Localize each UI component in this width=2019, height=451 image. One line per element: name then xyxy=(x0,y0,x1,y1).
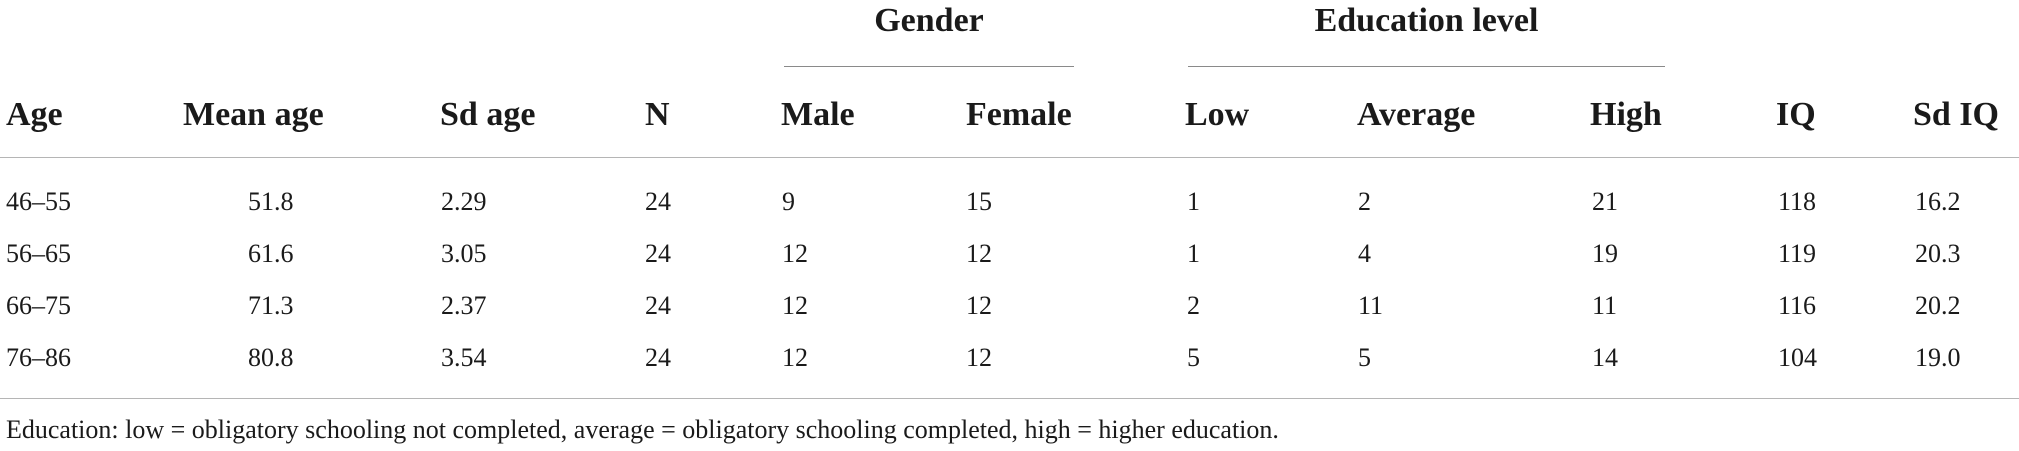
cell-n: 24 xyxy=(645,343,671,372)
group-rule-education xyxy=(1188,66,1665,67)
cell-n: 24 xyxy=(645,187,671,216)
cell-mean-age: 51.8 xyxy=(248,187,294,216)
cell-age: 76–86 xyxy=(6,343,71,372)
cell-sd-age: 2.29 xyxy=(441,187,487,216)
cell-low: 1 xyxy=(1187,239,1200,268)
header-high: High xyxy=(1590,96,1662,133)
cell-average: 5 xyxy=(1358,343,1371,372)
cell-high: 11 xyxy=(1592,291,1618,320)
cell-age: 56–65 xyxy=(6,239,71,268)
cell-high: 21 xyxy=(1592,187,1618,216)
header-male: Male xyxy=(781,96,855,133)
cell-female: 12 xyxy=(966,343,992,372)
header-iq: IQ xyxy=(1776,96,1816,133)
header-n: N xyxy=(645,96,670,133)
cell-average: 4 xyxy=(1358,239,1371,268)
table-footnote: Education: low = obligatory schooling no… xyxy=(6,415,1279,444)
header-age: Age xyxy=(6,96,63,133)
cell-sd-age: 3.54 xyxy=(441,343,487,372)
cell-female: 15 xyxy=(966,187,992,216)
header-rule xyxy=(0,157,2019,158)
cell-average: 11 xyxy=(1358,291,1384,320)
cell-low: 1 xyxy=(1187,187,1200,216)
cell-mean-age: 71.3 xyxy=(248,291,294,320)
cell-sd-iq: 19.0 xyxy=(1915,343,1961,372)
cell-high: 19 xyxy=(1592,239,1618,268)
cell-age: 66–75 xyxy=(6,291,71,320)
cell-n: 24 xyxy=(645,239,671,268)
cell-average: 2 xyxy=(1358,187,1371,216)
cell-female: 12 xyxy=(966,291,992,320)
header-sd-iq: Sd IQ xyxy=(1913,96,1999,133)
cell-sd-iq: 20.2 xyxy=(1915,291,1961,320)
header-mean-age: Mean age xyxy=(183,96,324,133)
cell-sd-age: 3.05 xyxy=(441,239,487,268)
bottom-rule xyxy=(0,398,2019,399)
cell-sd-iq: 16.2 xyxy=(1915,187,1961,216)
header-average: Average xyxy=(1357,96,1476,133)
cell-age: 46–55 xyxy=(6,187,71,216)
header-female: Female xyxy=(966,96,1072,133)
cell-female: 12 xyxy=(966,239,992,268)
cell-male: 12 xyxy=(782,239,808,268)
cell-iq: 104 xyxy=(1778,343,1817,372)
cell-male: 9 xyxy=(782,187,795,216)
cell-n: 24 xyxy=(645,291,671,320)
cell-iq: 119 xyxy=(1778,239,1817,268)
cell-low: 2 xyxy=(1187,291,1200,320)
group-header-gender: Gender xyxy=(874,2,984,39)
header-sd-age: Sd age xyxy=(440,96,536,133)
cell-mean-age: 61.6 xyxy=(248,239,294,268)
cell-mean-age: 80.8 xyxy=(248,343,294,372)
cell-iq: 116 xyxy=(1778,291,1817,320)
group-rule-gender xyxy=(784,66,1074,67)
cell-high: 14 xyxy=(1592,343,1618,372)
cell-low: 5 xyxy=(1187,343,1200,372)
cell-male: 12 xyxy=(782,343,808,372)
cell-male: 12 xyxy=(782,291,808,320)
header-low: Low xyxy=(1185,96,1250,133)
group-header-education: Education level xyxy=(1314,2,1539,39)
cell-iq: 118 xyxy=(1778,187,1817,216)
cell-sd-age: 2.37 xyxy=(441,291,487,320)
cell-sd-iq: 20.3 xyxy=(1915,239,1961,268)
